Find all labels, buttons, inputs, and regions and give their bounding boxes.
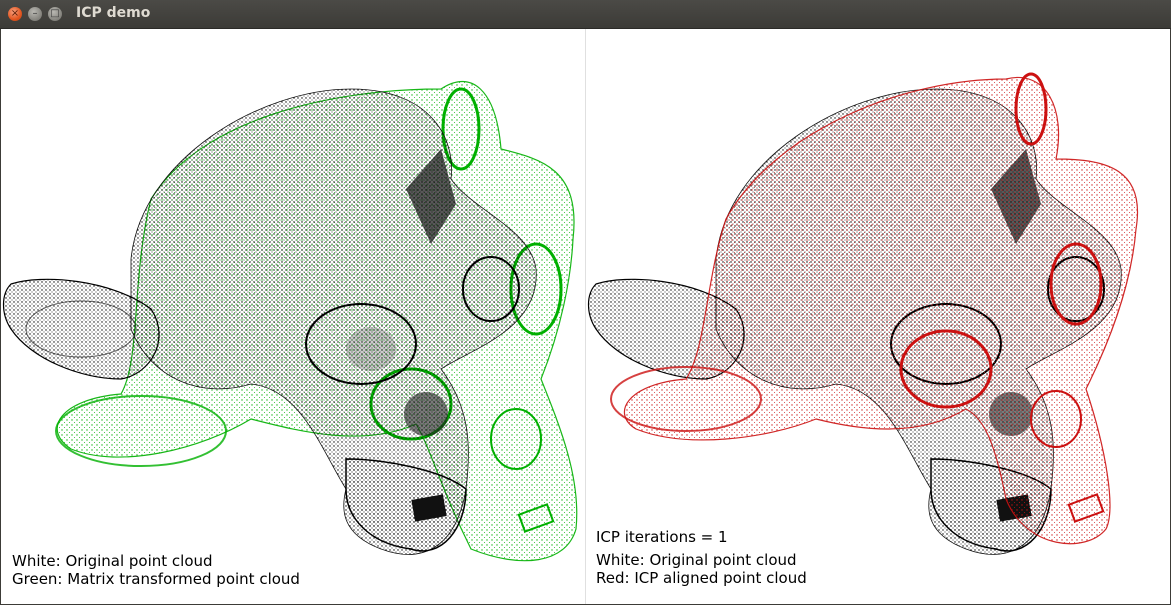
render-viewport[interactable]: White: Original point cloud Green: Matri… bbox=[1, 29, 1170, 604]
left-caption-transformed: Green: Matrix transformed point cloud bbox=[12, 570, 300, 588]
window-title: ICP demo bbox=[76, 5, 151, 21]
close-button[interactable]: × bbox=[8, 7, 22, 21]
right-caption-original: White: Original point cloud bbox=[596, 551, 797, 569]
right-caption-aligned: Red: ICP aligned point cloud bbox=[596, 569, 807, 587]
point-cloud-canvas-left bbox=[2, 80, 578, 562]
icp-iterations-label: ICP iterations = 1 bbox=[596, 528, 728, 546]
viewport-divider bbox=[585, 29, 586, 604]
title-bar[interactable]: × – □ ICP demo bbox=[0, 0, 1171, 29]
point-cloud-canvas-right bbox=[587, 72, 1139, 555]
left-viewport[interactable]: White: Original point cloud Green: Matri… bbox=[1, 29, 585, 604]
original-point-cloud bbox=[2, 88, 537, 555]
aligned-point-cloud bbox=[610, 72, 1139, 545]
left-caption-original: White: Original point cloud bbox=[12, 552, 213, 570]
maximize-button[interactable]: □ bbox=[48, 7, 62, 21]
right-viewport[interactable]: ICP iterations = 1 White: Original point… bbox=[586, 29, 1170, 604]
minimize-button[interactable]: – bbox=[28, 7, 42, 21]
